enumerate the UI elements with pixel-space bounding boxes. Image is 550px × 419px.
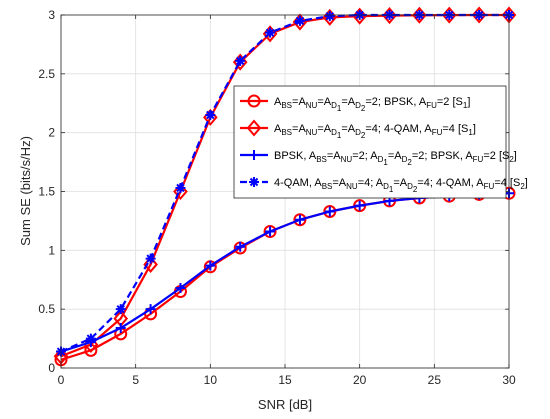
data-point-s4 [324, 11, 335, 22]
data-point-s4 [115, 304, 126, 315]
data-point-s4 [235, 55, 246, 66]
legend: ABS=ANU=AD1=AD2=2; BPSK, AFU=2 [S1] ABS=A… [233, 85, 528, 199]
data-point-s1 [293, 213, 307, 227]
data-point-s2 [143, 255, 158, 273]
data-point-s3 [265, 226, 276, 237]
ticks: 0 5 10 15 20 25 30 0 0.5 1 1.5 2 2.5 3 [38, 8, 516, 387]
data-point-s4 [145, 253, 156, 264]
x-axis-label: SNR [dB] [258, 397, 312, 412]
x-tick-label: 20 [353, 373, 367, 387]
data-point-s2 [352, 7, 367, 25]
data-point-s3 [235, 241, 246, 252]
legend-entry-s4: 4-QAM, ABS=ANU=4; AD1=AD2=4; 4-QAM, AFU=… [240, 177, 528, 194]
y-tick-label: 0 [48, 361, 55, 375]
data-point-s3 [324, 206, 335, 217]
y-axis-label: Sum SE (bits/s/Hz) [18, 136, 33, 246]
data-point-s4 [85, 333, 96, 344]
data-point-s3 [145, 304, 156, 315]
legend-marker [246, 119, 262, 137]
data-point-s3 [294, 214, 305, 225]
x-tick-label: 5 [132, 373, 139, 387]
y-tick-label: 2.5 [38, 67, 55, 81]
data-point-s2 [382, 7, 397, 25]
legend-label: BPSK, ABS=ANU=2; AD1=AD2=2; BPSK, AFU=2 … [274, 150, 517, 167]
data-point-s2 [173, 182, 188, 201]
legend-entry-s1: ABS=ANU=AD1=AD2=2; BPSK, AFU=2 [S1] [240, 94, 470, 113]
legend-box [233, 85, 507, 199]
x-tick-label: 30 [502, 373, 516, 387]
data-point-s4 [265, 27, 276, 38]
data-point-s4 [205, 110, 216, 121]
data-point-s3 [205, 260, 216, 271]
data-point-s2 [292, 13, 308, 31]
data-point-s2 [412, 6, 427, 24]
legend-label: ABS=ANU=AD1=AD2=2; BPSK, AFU=2 [S1] [274, 96, 470, 113]
legend-label: 4-QAM, ABS=ANU=4; AD1=AD2=4; 4-QAM, AFU=… [274, 177, 528, 194]
legend-label: ABS=ANU=AD1=AD2=4; 4-QAM, AFU=4 [S1] [274, 123, 476, 140]
data-point-s1 [263, 225, 277, 239]
y-tick-label: 3 [48, 8, 55, 22]
data-point-s2 [262, 25, 278, 43]
y-tick-label: 2 [48, 126, 55, 140]
data-point-s3 [354, 200, 365, 211]
legend-marker [249, 177, 259, 187]
legend-entry-s2: ABS=ANU=AD1=AD2=4; 4-QAM, AFU=4 [S1] [240, 119, 476, 140]
data-point-s4 [175, 182, 186, 193]
legend-entry-s3: BPSK, ABS=ANU=2; AD1=AD2=2; BPSK, AFU=2 … [240, 150, 517, 167]
data-point-s3 [115, 322, 126, 333]
y-tick-label: 1.5 [38, 185, 55, 199]
data-point-s2 [232, 53, 248, 71]
data-point-s2 [441, 6, 457, 24]
y-tick-label: 0.5 [38, 302, 55, 316]
x-tick-label: 10 [204, 373, 218, 387]
data-point-s2 [471, 6, 487, 24]
data-point-s3 [175, 282, 186, 293]
y-tick-label: 1 [48, 243, 55, 257]
x-tick-label: 0 [58, 373, 65, 387]
data-point-s4 [294, 15, 305, 26]
legend-marker [247, 94, 261, 108]
x-tick-label: 25 [428, 373, 442, 387]
legend-marker [249, 150, 259, 160]
series-line-s4 [60, 13, 509, 353]
x-tick-label: 15 [278, 373, 292, 387]
